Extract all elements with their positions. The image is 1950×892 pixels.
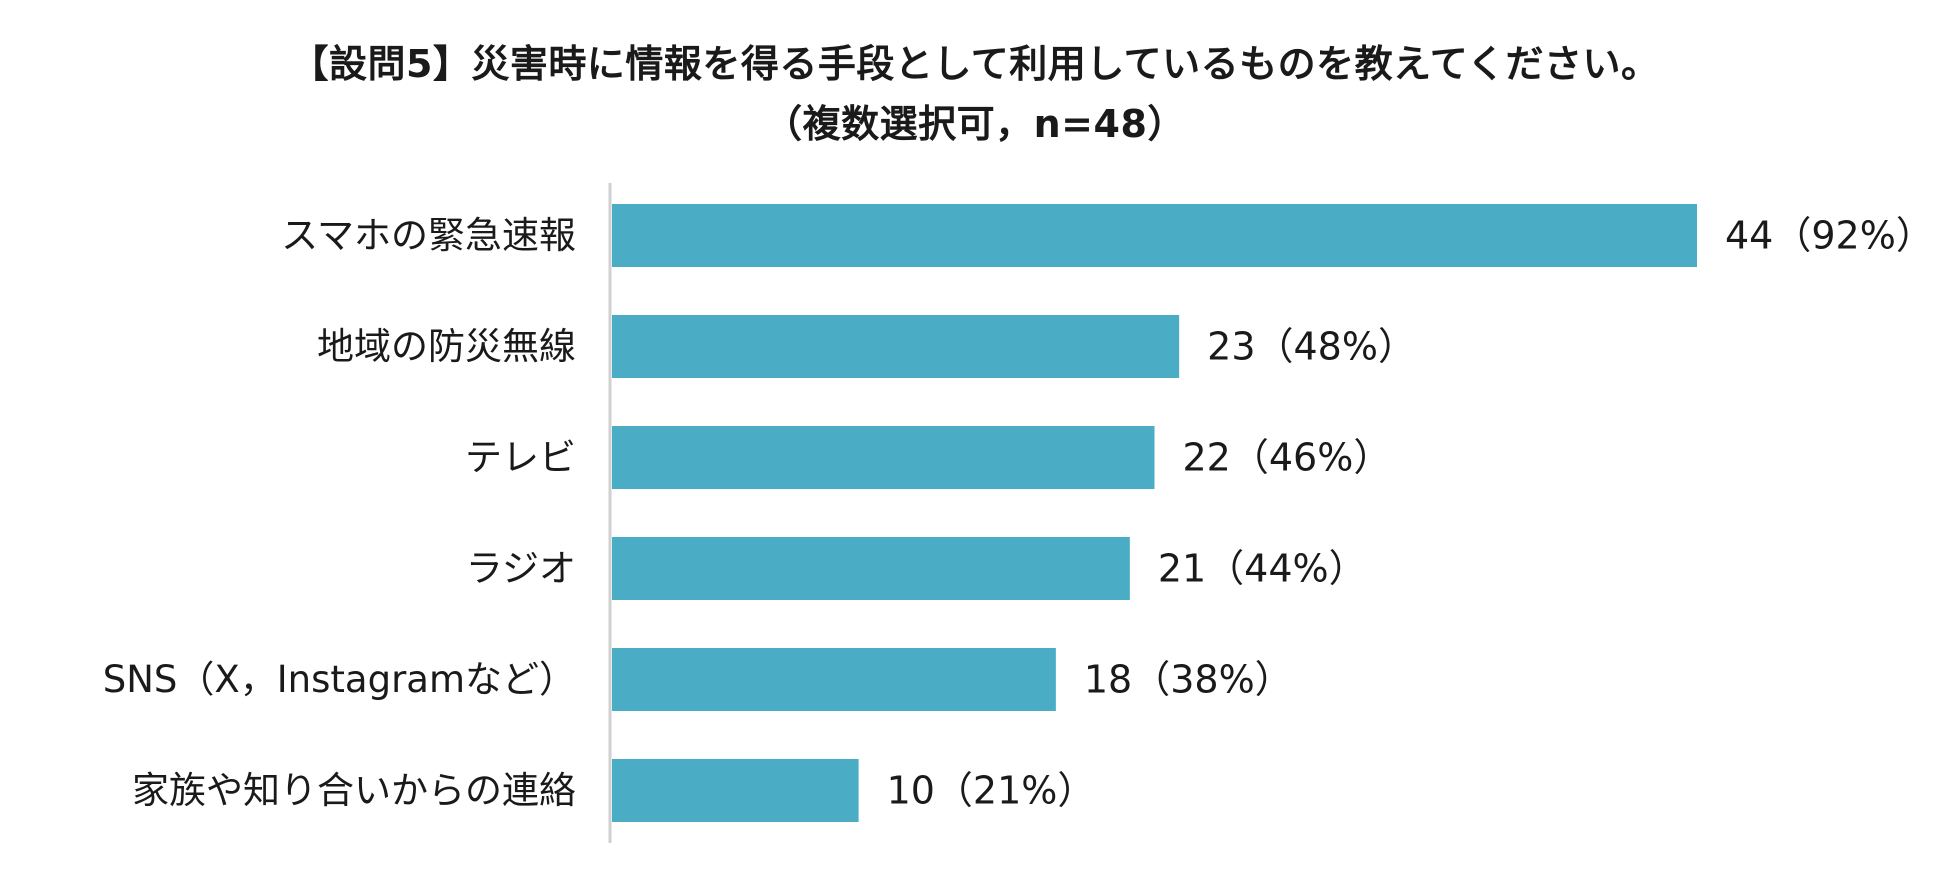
bar <box>612 426 1155 489</box>
category-label: テレビ <box>465 436 576 479</box>
data-label: 18（38%） <box>1084 658 1293 702</box>
bar <box>612 759 859 822</box>
bar <box>612 315 1180 378</box>
category-label: SNS（X，Instagramなど） <box>103 658 576 701</box>
category-label: ラジオ <box>466 547 576 590</box>
category-label: スマホの緊急速報 <box>281 214 576 257</box>
bar <box>612 648 1056 711</box>
data-label: 44（92%） <box>1725 214 1934 258</box>
chart-title: 【設問5】災害時に情報を得る手段として利用しているものを教えてください。 （複数… <box>0 34 1950 154</box>
data-label: 23（48%） <box>1207 325 1416 369</box>
category-label: 家族や知り合いからの連絡 <box>132 769 576 812</box>
category-label: 地域の防災無線 <box>317 325 576 368</box>
chart-title-line1: 【設問5】災害時に情報を得る手段として利用しているものを教えてください。 <box>290 42 1660 86</box>
chart-subtitle: （複数選択可，n=48） <box>764 102 1186 146</box>
bar <box>612 537 1130 600</box>
data-label: 10（21%） <box>887 769 1096 813</box>
data-label: 21（44%） <box>1158 547 1367 591</box>
data-label: 22（46%） <box>1183 436 1392 480</box>
bar <box>612 204 1697 267</box>
